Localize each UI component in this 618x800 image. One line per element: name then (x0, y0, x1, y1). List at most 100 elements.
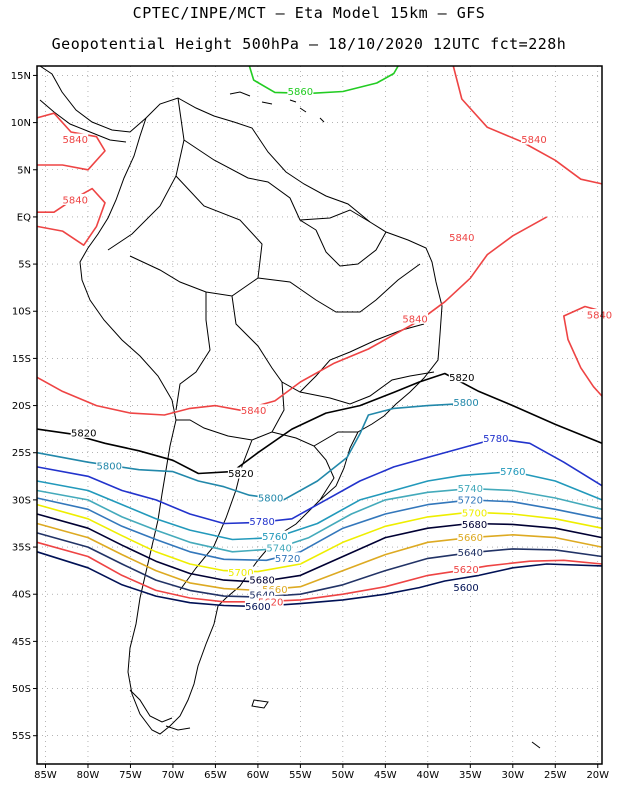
contour-label-bg-1-0 (240, 404, 267, 416)
x-tick-label-5: 60W (247, 770, 270, 781)
contour-label-bg-6-2 (448, 371, 475, 383)
contour-label-7-2: 5800 (453, 398, 478, 409)
contour-label-17-0: 5600 (245, 602, 270, 613)
x-tick-label-8: 45W (374, 770, 397, 781)
contour-label-6-2: 5820 (449, 373, 474, 384)
contour-label-8-0: 5780 (249, 517, 274, 528)
contour-label-13-1: 5680 (462, 520, 487, 531)
contour-5720-11 (36, 497, 603, 562)
contour-5840-2 (36, 112, 106, 171)
latitude-ticks: 15N 10N 5N EQ 5S 10S 15S 20S 25S 30S 35S 40S 45S 50S 5… (11, 71, 37, 742)
contour-label-bg-10-0 (266, 541, 293, 553)
x-tick-label-2: 75W (119, 770, 142, 781)
contour-label-bg-13-1 (461, 518, 488, 530)
y-tick-label-0: 15N (11, 71, 31, 82)
contour-label-7-0: 5800 (96, 461, 121, 472)
contour-label-9-1: 5760 (500, 467, 525, 478)
y-tick-label-3: EQ (17, 212, 31, 223)
longitude-ticks: 85W 80W 75W 70W 65W 60W 55W 50W 45W 40W 35W 30W 25W 2… (34, 764, 609, 781)
y-tick-label-12: 45S (12, 637, 31, 648)
contour-label-bg-1-2 (448, 231, 475, 243)
contour-5840-4 (452, 65, 603, 185)
contour-label-bg-1-1 (402, 312, 429, 324)
contour-label-bg-11-1 (457, 493, 484, 505)
contour-5840-5 (563, 305, 603, 397)
contour-5600-17 (36, 551, 603, 608)
contour-label-bg-12-1 (461, 507, 488, 519)
contour-label-bg-7-1 (257, 492, 284, 504)
contour-label-bg-4-0 (521, 133, 548, 145)
x-tick-label-9: 40W (417, 770, 440, 781)
contour-label-12-0: 5700 (228, 568, 253, 579)
southern-islands (129, 689, 541, 749)
contour-5820-6 (36, 372, 603, 475)
contour-labels: 5860 5840 5840 5840 5840 5840 5840 5840 5820 5820… (62, 85, 613, 613)
contour-label-8-1: 5780 (483, 434, 508, 445)
contour-label-bg-2-0 (62, 133, 89, 145)
x-tick-label-3: 70W (162, 770, 185, 781)
contour-label-11-1: 5720 (458, 495, 483, 506)
contour-label-bg-6-0 (70, 426, 97, 438)
contour-5660-14 (36, 522, 603, 592)
contour-label-bg-6-1 (227, 467, 254, 479)
contour-5800-7 (36, 402, 462, 501)
x-tick-label-10: 35W (459, 770, 482, 781)
contour-label-14-1: 5660 (458, 533, 483, 544)
y-tick-label-2: 5N (17, 165, 31, 176)
contour-5620-16 (36, 541, 603, 603)
contour-label-bg-17-0 (244, 600, 271, 612)
contour-label-bg-15-1 (457, 546, 484, 558)
contour-label-bg-0-0 (287, 85, 314, 97)
contour-label-bg-13-0 (249, 574, 276, 586)
y-tick-label-11: 40S (12, 590, 31, 601)
contour-label-10-1: 5740 (458, 484, 483, 495)
contour-label-17-1: 5600 (453, 583, 478, 594)
contour-label-bg-9-1 (499, 465, 526, 477)
contour-label-bg-17-1 (453, 581, 480, 593)
contour-label-15-1: 5640 (458, 548, 483, 559)
x-tick-label-6: 55W (289, 770, 312, 781)
y-tick-label-8: 25S (12, 448, 31, 459)
x-tick-label-4: 65W (204, 770, 227, 781)
contour-label-10-0: 5740 (266, 543, 291, 554)
contour-5700-12 (36, 503, 603, 573)
contour-label-1-2: 5840 (449, 233, 474, 244)
contour-label-bg-3-0 (62, 193, 89, 205)
contour-5640-15 (36, 532, 603, 598)
contour-label-9-0: 5760 (262, 532, 287, 543)
contour-label-bg-7-2 (453, 396, 480, 408)
y-tick-label-1: 10N (11, 118, 31, 129)
contour-5760-9 (36, 470, 603, 541)
y-tick-label-13: 50S (12, 684, 31, 695)
country-borders (107, 97, 435, 591)
contour-label-6-1: 5820 (228, 469, 253, 480)
contour-label-bg-7-0 (96, 459, 123, 471)
central-america-coastline (39, 65, 147, 143)
x-tick-label-1: 80W (77, 770, 100, 781)
contour-5780-8 (36, 437, 603, 525)
y-tick-label-5: 10S (12, 307, 31, 318)
y-tick-label-10: 35S (12, 543, 31, 554)
contour-5860-0 (248, 65, 399, 95)
contour-label-bg-8-0 (249, 515, 276, 527)
contour-label-11-0: 5720 (275, 554, 300, 565)
contour-5840-3 (36, 187, 106, 246)
contour-label-0-0: 5860 (288, 87, 313, 98)
contour-label-1-1: 5840 (402, 314, 427, 325)
contour-lines (36, 65, 603, 608)
contour-label-3-0: 5840 (63, 195, 88, 206)
x-tick-label-13: 20W (586, 770, 609, 781)
contour-5840-1 (36, 216, 548, 416)
map-title: CPTEC/INPE/MCT – Eta Model 15km – GFS (132, 4, 486, 22)
y-tick-label-7: 20S (12, 401, 31, 412)
grid-lines (37, 66, 602, 764)
caribbean-islands (229, 91, 325, 123)
x-tick-label-11: 30W (501, 770, 524, 781)
contour-5740-10 (36, 487, 603, 553)
contour-label-bg-9-0 (261, 530, 288, 542)
x-tick-label-7: 50W (332, 770, 355, 781)
y-tick-label-6: 15S (12, 354, 31, 365)
map-frame (36, 65, 603, 765)
contour-label-1-0: 5840 (241, 406, 266, 417)
y-tick-label-4: 5S (18, 260, 31, 271)
